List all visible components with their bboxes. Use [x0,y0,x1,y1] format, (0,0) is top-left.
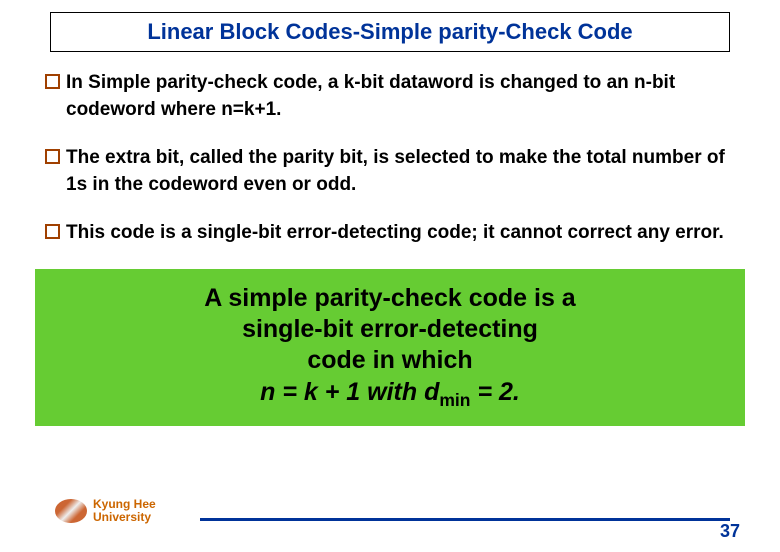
bullet-item: This code is a single-bit error-detectin… [45,220,735,247]
title-box: Linear Block Codes-Simple parity-Check C… [50,12,730,52]
bullet-text: The extra bit, called the parity bit, is… [66,145,735,198]
hl4-sub: min [439,390,470,410]
bullet-text: This code is a single-bit error-detectin… [66,220,724,247]
logo-area: Kyung Hee University [55,498,156,524]
highlight-text: A simple parity-check code is a single-b… [55,283,725,412]
highlight-box: A simple parity-check code is a single-b… [35,269,745,426]
bullet-item: In Simple parity-check code, a k-bit dat… [45,70,735,123]
slide-title: Linear Block Codes-Simple parity-Check C… [147,19,632,44]
hl4-prefix: n = k + 1 with [260,378,424,406]
bullet-square-icon [45,149,60,164]
hl4-suffix: = 2. [471,378,520,406]
bullet-text: In Simple parity-check code, a k-bit dat… [66,70,735,123]
uni-line1: Kyung Hee [93,497,156,511]
content-area: In Simple parity-check code, a k-bit dat… [0,52,780,247]
footer-divider [200,518,730,521]
slide: Linear Block Codes-Simple parity-Check C… [0,12,780,552]
bullet-square-icon [45,74,60,89]
highlight-line: A simple parity-check code is a [204,284,575,312]
hl4-var: d [424,378,439,406]
highlight-line-4: n = k + 1 with dmin = 2. [260,378,520,406]
highlight-line: single-bit error-detecting [242,315,538,343]
bullet-item: The extra bit, called the parity bit, is… [45,145,735,198]
bullet-square-icon [45,224,60,239]
footer: Kyung Hee University 37 [0,504,780,544]
page-number: 37 [720,521,740,542]
uni-line2: University [93,510,151,524]
highlight-line: code in which [307,346,472,374]
university-logo-icon [55,499,87,523]
university-name: Kyung Hee University [93,498,156,524]
